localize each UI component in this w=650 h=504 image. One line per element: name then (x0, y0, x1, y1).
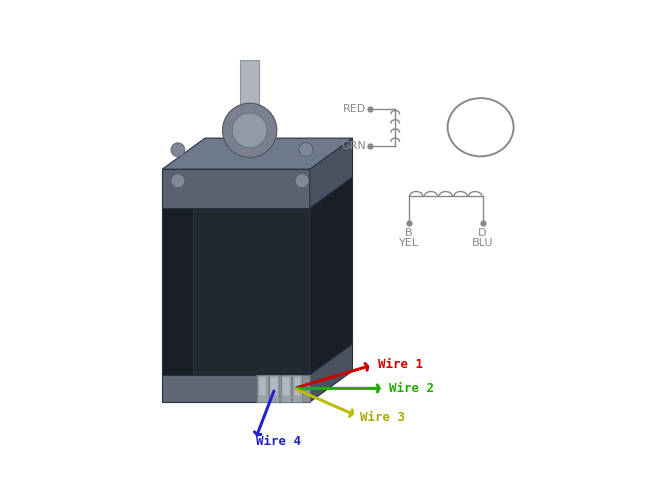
Polygon shape (162, 138, 352, 169)
Polygon shape (310, 344, 352, 402)
Text: D: D (478, 228, 487, 238)
Circle shape (171, 174, 185, 188)
Polygon shape (240, 60, 259, 138)
Polygon shape (292, 375, 302, 402)
Circle shape (222, 103, 277, 157)
Polygon shape (257, 375, 268, 402)
Text: GRN: GRN (341, 141, 366, 151)
Polygon shape (269, 375, 280, 402)
Text: BLU: BLU (472, 238, 493, 248)
Polygon shape (270, 377, 278, 396)
Polygon shape (162, 169, 310, 208)
Polygon shape (294, 377, 302, 396)
Text: Wire 2: Wire 2 (389, 382, 434, 395)
Polygon shape (281, 375, 291, 402)
Text: YEL: YEL (399, 238, 419, 248)
Polygon shape (310, 177, 352, 375)
Text: Wire 4: Wire 4 (255, 435, 300, 448)
Polygon shape (162, 375, 310, 402)
Circle shape (171, 143, 185, 157)
Circle shape (299, 143, 313, 157)
Text: Wire 1: Wire 1 (378, 358, 422, 371)
Polygon shape (162, 208, 194, 375)
Circle shape (295, 174, 309, 188)
Polygon shape (282, 377, 290, 396)
Polygon shape (194, 208, 310, 375)
Text: RED: RED (343, 104, 366, 114)
Polygon shape (310, 138, 352, 208)
Circle shape (232, 113, 267, 148)
Text: Wire 3: Wire 3 (360, 411, 406, 424)
Polygon shape (255, 375, 310, 402)
Text: B: B (405, 228, 413, 238)
Polygon shape (259, 377, 266, 396)
